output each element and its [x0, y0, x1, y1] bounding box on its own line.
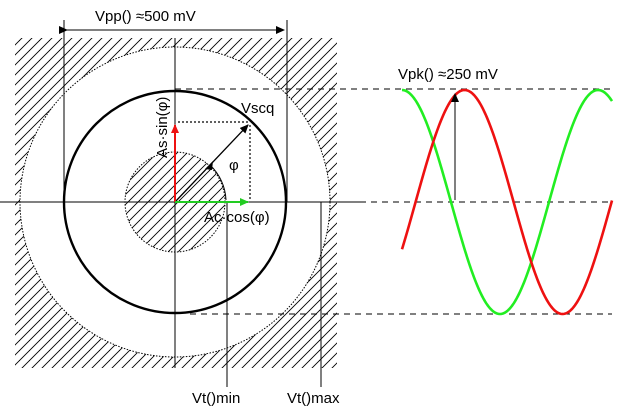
- vt-max-label: Vt()max: [287, 390, 340, 407]
- vpp-label: Vpp() ≈500 mV: [95, 8, 196, 25]
- as-sin-label: As·sin(φ): [154, 97, 171, 158]
- phi-label: φ: [229, 157, 239, 174]
- green-sine-wave: [401, 88, 614, 316]
- vscq-label: Vscq: [241, 100, 274, 117]
- vt-min-label: Vt()min: [192, 390, 240, 407]
- ac-cos-label: Ac·cos(φ): [204, 209, 270, 226]
- red-sine-wave: [400, 88, 614, 316]
- vpk-label: Vpk() ≈250 mV: [398, 66, 498, 83]
- phase-angle-arrowhead: [205, 161, 213, 170]
